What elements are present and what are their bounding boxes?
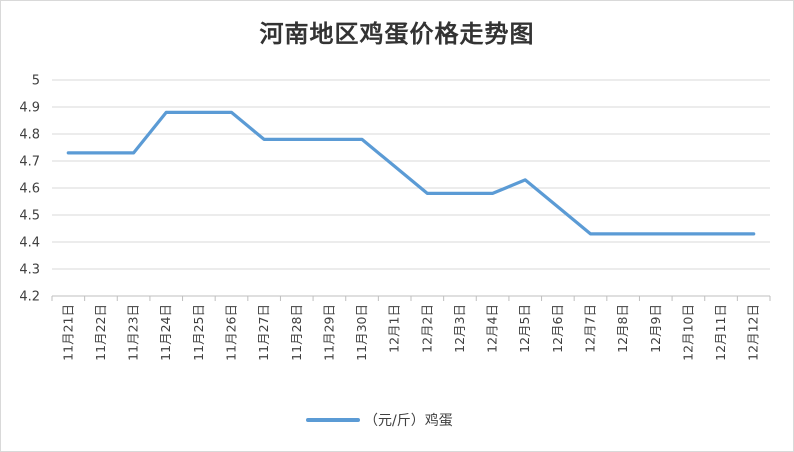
y-tick-label: 4.4	[19, 236, 40, 251]
x-axis	[51, 295, 771, 301]
y-tick-label: 4.7	[19, 155, 40, 170]
x-tick-label: 11月28日	[289, 304, 304, 361]
x-tick-label: 12月2日	[419, 304, 434, 353]
x-tick-label: 12月3日	[452, 304, 467, 353]
y-tick-label: 4.5	[19, 209, 40, 224]
series-layer	[66, 110, 756, 236]
x-tick-label: 12月11日	[713, 304, 728, 361]
x-tick-label: 12月8日	[615, 304, 630, 353]
x-tick-label: 12月9日	[648, 304, 663, 353]
x-tick-label: 12月12日	[746, 304, 761, 361]
x-tick-label: 11月30日	[354, 304, 369, 361]
legend: （元/斤）鸡蛋	[306, 412, 453, 429]
y-axis-ticks: 4.2 4.3 4.4 4.5 4.6 4.7 4.8 4.9 5	[19, 74, 40, 305]
x-tick-label: 12月1日	[387, 304, 402, 353]
x-tick-label: 11月24日	[158, 304, 173, 361]
x-tick-label: 11月22日	[93, 304, 108, 361]
x-tick-label: 12月6日	[550, 304, 565, 353]
x-tick-label: 12月4日	[485, 304, 500, 353]
x-tick-label: 11月26日	[224, 304, 239, 361]
x-tick-label: 12月10日	[680, 304, 695, 361]
x-tick-label: 12月5日	[517, 304, 532, 353]
x-tick-label: 11月27日	[256, 304, 271, 361]
x-tick-label: 12月7日	[583, 304, 598, 353]
chart-title: 河南地区鸡蛋价格走势图	[259, 19, 535, 48]
x-tick-label: 11月25日	[191, 304, 206, 361]
x-tick-label: 11月23日	[126, 304, 141, 361]
y-tick-label: 4.6	[19, 182, 40, 197]
y-tick-label: 4.8	[19, 128, 40, 143]
legend-label: （元/斤）鸡蛋	[364, 412, 453, 429]
x-axis-ticks: 11月21日 11月22日 11月23日 11月24日 11月25日 11月26日 11月2…	[60, 304, 760, 361]
x-tick-label: 11月21日	[60, 304, 75, 361]
y-tick-label: 4.2	[19, 290, 40, 305]
series-line	[66, 110, 756, 236]
y-tick-label: 4.9	[19, 101, 40, 116]
y-tick-label: 4.3	[19, 263, 40, 278]
y-tick-label: 5	[32, 74, 40, 89]
grid-lines	[52, 79, 770, 297]
x-tick-label: 11月29日	[321, 304, 336, 361]
